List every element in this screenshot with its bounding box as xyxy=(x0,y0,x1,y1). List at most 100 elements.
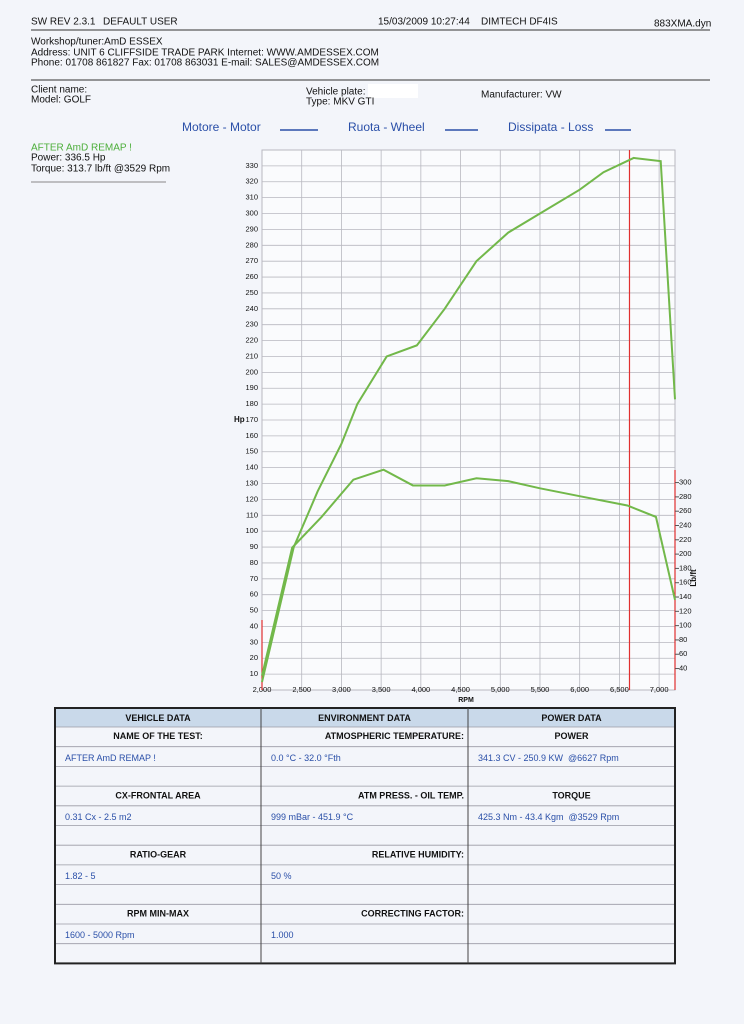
y-tick-label: 250 xyxy=(245,288,258,297)
table-value: 0.31 Cx - 2.5 m2 xyxy=(65,812,132,822)
x-tick-label: 6,000 xyxy=(570,685,589,694)
y2-tick-label: 280 xyxy=(679,492,692,501)
x-tick-label: 7,000 xyxy=(650,685,669,694)
datetime: 15/03/2009 10:27:44 xyxy=(378,17,470,28)
y-tick-label: 120 xyxy=(245,494,258,503)
y-tick-label: 200 xyxy=(245,367,258,376)
table-header-bg xyxy=(55,708,675,727)
plate: Vehicle plate: xyxy=(306,87,366,98)
table-header: POWER DATA xyxy=(541,713,602,723)
y-tick-label: 310 xyxy=(245,193,258,202)
curve xyxy=(261,468,676,676)
y-tick-label: 110 xyxy=(246,510,258,519)
table-label: ATMOSPHERIC TEMPERATURE: xyxy=(325,731,464,741)
x-tick-label: 6,500 xyxy=(610,685,629,694)
device: DIMTECH DF4IS xyxy=(481,17,558,28)
y-tick-label: 70 xyxy=(250,574,258,583)
y-tick-label: 230 xyxy=(245,320,258,329)
table-value: 50 % xyxy=(271,871,292,881)
y2-tick-label: 80 xyxy=(679,635,687,644)
y-tick-label: 160 xyxy=(245,431,258,440)
address: Address: UNIT 6 CLIFFSIDE TRADE PARK Int… xyxy=(31,48,379,59)
y2-tick-label: 240 xyxy=(679,520,692,529)
y-tick-label: 280 xyxy=(245,240,258,249)
table-label: CX-FRONTAL AREA xyxy=(115,790,201,800)
y-tick-label: 260 xyxy=(245,272,258,281)
legend-label: Motore - Motor xyxy=(182,120,261,134)
y-tick-label: 60 xyxy=(250,590,258,599)
y-tick-label: 100 xyxy=(245,526,258,535)
phone: Phone: 01708 861827 Fax: 01708 863031 E-… xyxy=(31,58,379,69)
y-tick-label: 90 xyxy=(250,542,258,551)
y-tick-label: 330 xyxy=(245,161,258,170)
client-name: Client name: xyxy=(31,85,87,96)
curve xyxy=(261,156,676,683)
user: DEFAULT USER xyxy=(103,17,178,28)
table-label: POWER xyxy=(554,731,589,741)
y-tick-label: 190 xyxy=(245,383,258,392)
y-tick-label: 30 xyxy=(250,637,258,646)
y2-tick-label: 220 xyxy=(679,535,692,544)
y-tick-label: 290 xyxy=(245,224,258,233)
y2-tick-label: 180 xyxy=(679,563,692,572)
x-tick-label: 4,000 xyxy=(411,685,430,694)
table-value: 999 mBar - 451.9 °C xyxy=(271,812,354,822)
y2-tick-label: 40 xyxy=(679,664,687,673)
table-label: RELATIVE HUMIDITY: xyxy=(372,849,464,859)
table-label: ATM PRESS. - OIL TEMP. xyxy=(358,790,464,800)
table-label: RATIO-GEAR xyxy=(130,849,187,859)
software: SW REV 2.3.1 xyxy=(31,17,96,28)
y2-tick-label: 260 xyxy=(679,506,692,515)
x-tick-label: 3,000 xyxy=(332,685,351,694)
y2-tick-label: 120 xyxy=(679,606,692,615)
table-value: 1.82 - 5 xyxy=(65,871,96,881)
table-header: ENVIRONMENT DATA xyxy=(318,713,411,723)
table-label: RPM MIN-MAX xyxy=(127,909,189,919)
legend-label: Ruota - Wheel xyxy=(348,120,425,134)
x-tick-label: 2,500 xyxy=(292,685,311,694)
y-tick-label: 270 xyxy=(245,256,258,265)
y-tick-label: 220 xyxy=(245,336,258,345)
y-tick-label: 40 xyxy=(250,621,258,630)
y-tick-label: 150 xyxy=(245,447,258,456)
y-tick-label: 320 xyxy=(245,177,258,186)
table-value: 1600 - 5000 Rpm xyxy=(65,930,135,940)
type: Type: MKV GTI xyxy=(306,97,374,108)
y-tick-label: 240 xyxy=(245,304,258,313)
table-label: TORQUE xyxy=(552,790,590,800)
x-axis-label: RPM xyxy=(458,697,474,704)
y-tick-label: 50 xyxy=(250,606,258,615)
model: Model: GOLF xyxy=(31,95,91,106)
y-tick-label: 140 xyxy=(245,463,258,472)
redaction xyxy=(368,84,418,98)
y-tick-label: 170 xyxy=(245,415,258,424)
y2-tick-label: 60 xyxy=(679,649,687,658)
y-tick-label: 10 xyxy=(250,669,258,678)
y2-tick-label: 200 xyxy=(679,549,692,558)
table-value: 341.3 CV - 250.9 KW @6627 Rpm xyxy=(478,753,619,763)
y2-tick-label: 160 xyxy=(679,578,692,587)
y2-axis-label: Lb/ft xyxy=(689,569,698,587)
y2-tick-label: 140 xyxy=(679,592,692,601)
table-value: 0.0 °C - 32.0 °Fth xyxy=(271,753,341,763)
summary-power: Power: 336.5 Hp xyxy=(31,153,106,164)
y-tick-label: 180 xyxy=(245,399,258,408)
file: 883XMA.dyn xyxy=(654,19,711,30)
y2-tick-label: 100 xyxy=(679,621,692,630)
y-tick-label: 80 xyxy=(250,558,258,567)
y2-tick-label: 300 xyxy=(679,478,692,487)
x-tick-label: 3,500 xyxy=(372,685,391,694)
legend-label: Dissipata - Loss xyxy=(508,120,593,134)
table-frame xyxy=(54,707,676,965)
x-tick-label: 5,500 xyxy=(531,685,550,694)
workshop: Workshop/tuner:AmD ESSEX xyxy=(31,37,163,48)
table-value: 425.3 Nm - 43.4 Kgm @3529 Rpm xyxy=(478,812,619,822)
y-tick-label: 210 xyxy=(245,351,258,360)
table-value: 1.000 xyxy=(271,930,294,940)
y-axis-label: Hp xyxy=(234,415,245,424)
x-tick-label: 5,000 xyxy=(491,685,510,694)
table-value: AFTER AmD REMAP ! xyxy=(65,753,156,763)
x-tick-label: 4,500 xyxy=(451,685,470,694)
summary-torque: Torque: 313.7 lb/ft @3529 Rpm xyxy=(31,164,170,175)
